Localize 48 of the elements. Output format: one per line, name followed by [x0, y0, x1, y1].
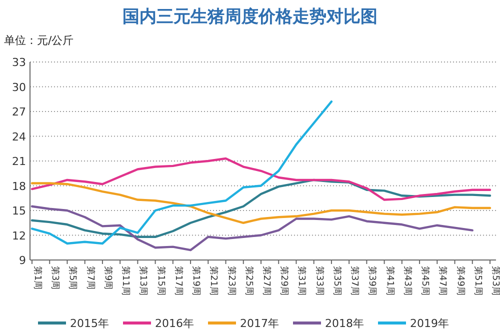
x-tick-label: 第41周: [384, 266, 396, 296]
line-series: [30, 157, 492, 201]
line-series: [30, 182, 492, 224]
x-tick-label: 第19周: [190, 266, 202, 296]
line-series: [30, 205, 474, 252]
x-tick-label: 第47周: [437, 266, 448, 296]
x-tick-label: 第33周: [314, 266, 325, 296]
x-tick-label: 第39周: [366, 266, 378, 296]
line-series: [30, 100, 333, 245]
x-tick-label: 第3周: [50, 266, 61, 290]
x-tick-label: 第51周: [472, 266, 484, 296]
x-tick-label: 第37周: [349, 266, 360, 296]
y-tick-label: 33: [12, 56, 26, 69]
legend-label: 2018年: [325, 317, 364, 330]
x-tick-label: 第21周: [208, 266, 220, 296]
legend-label: 2019年: [410, 317, 449, 330]
x-tick-label: 第15周: [155, 266, 166, 296]
y-tick-label: 27: [12, 106, 26, 118]
y-tick-label: 12: [12, 229, 26, 242]
x-tick-label: 第1周: [32, 266, 43, 290]
x-tick-label: 第35周: [331, 266, 342, 296]
x-tick-label: 第27周: [261, 266, 272, 296]
legend-label: 2017年: [240, 317, 279, 330]
legend-label: 2016年: [155, 317, 194, 330]
x-tick-label: 第23周: [226, 266, 237, 296]
x-tick-label: 第49周: [454, 266, 466, 296]
y-tick-label: 15: [12, 204, 26, 218]
y-tick-label: 21: [12, 155, 26, 168]
y-axis-title: 单位：元/公斤: [4, 34, 74, 47]
x-tick-label: 第5周: [67, 266, 78, 290]
x-tick-label: 第25周: [243, 266, 254, 296]
y-tick-label: 18: [12, 180, 26, 193]
chart-title: 国内三元生猪周度价格走势对比图: [122, 7, 378, 27]
line-series: [30, 178, 492, 238]
x-tick-label: 第13周: [138, 266, 149, 296]
x-tick-label: 第53周: [490, 266, 500, 296]
y-tick-label: 9: [19, 254, 26, 267]
y-tick-label: 24: [12, 130, 26, 144]
x-tick-label: 第29周: [278, 266, 290, 296]
y-tick-label: 30: [12, 80, 26, 94]
x-tick-label: 第9周: [102, 266, 114, 290]
legend-label: 2015年: [70, 317, 109, 330]
x-tick-label: 第17周: [172, 266, 184, 296]
x-tick-label: 第11周: [120, 266, 132, 296]
x-tick-label: 第7周: [84, 266, 96, 290]
x-tick-label: 第45周: [420, 266, 431, 296]
x-tick-label: 第31周: [296, 266, 308, 296]
x-tick-label: 第43周: [402, 266, 413, 296]
